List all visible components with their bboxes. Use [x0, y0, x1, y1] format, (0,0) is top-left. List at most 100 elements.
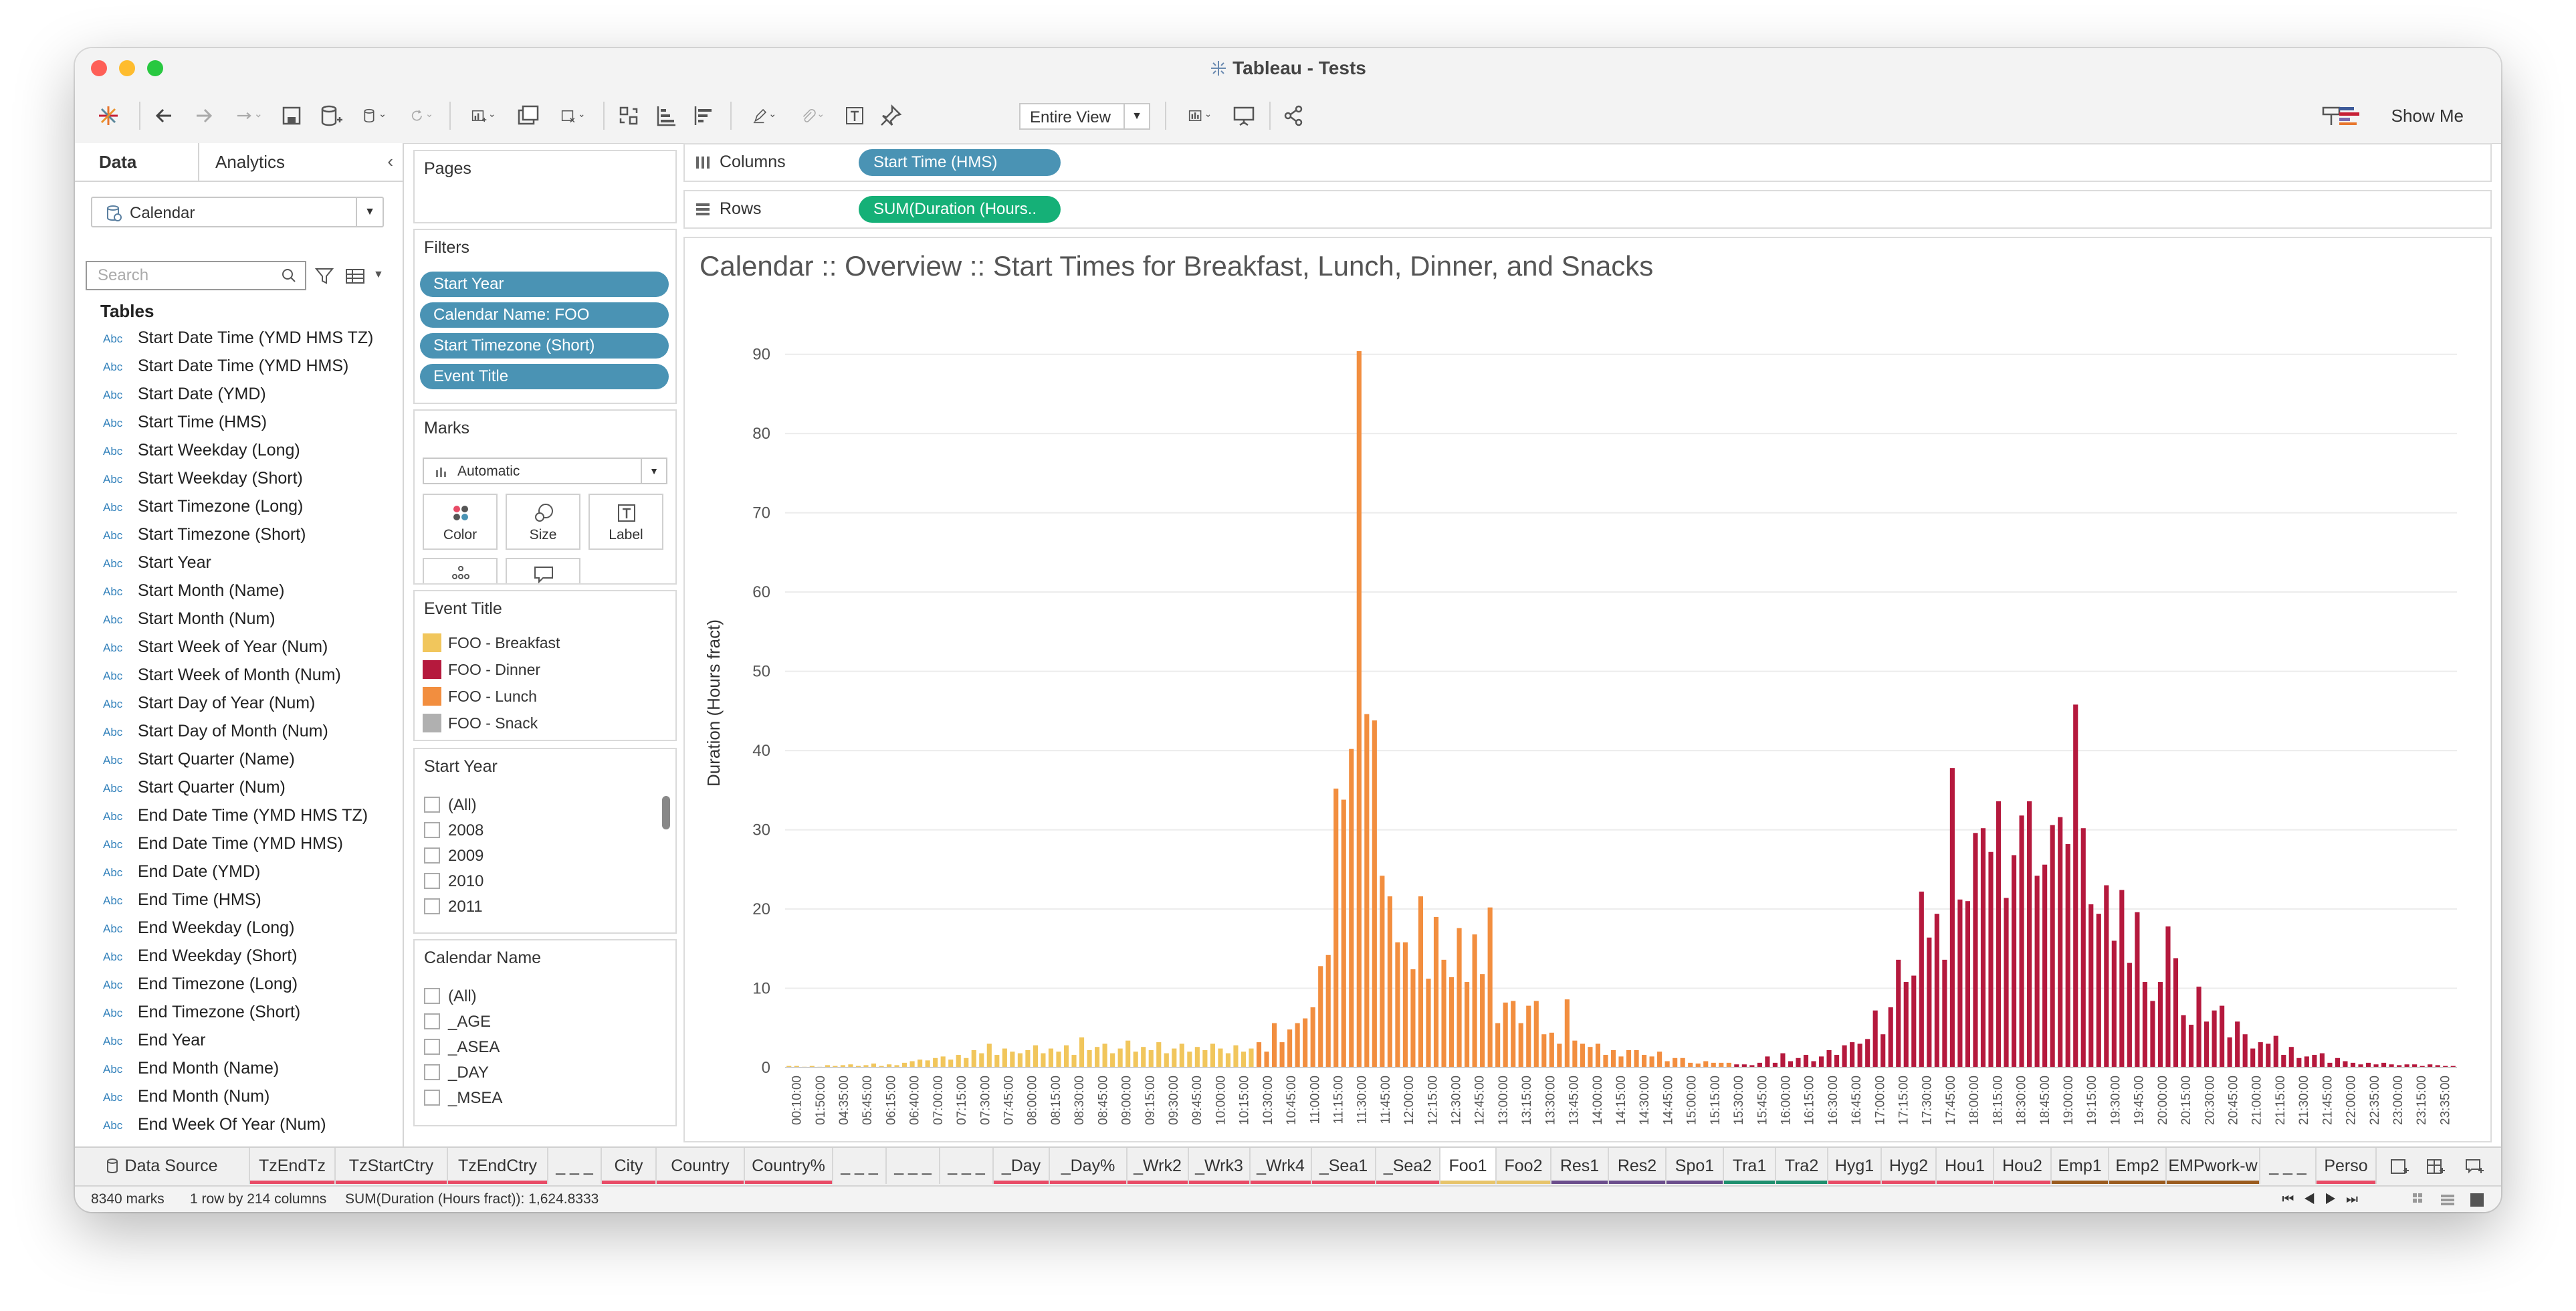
show-mark-labels-icon[interactable]	[840, 100, 869, 131]
field-item[interactable]: Abc End Time (HMS)	[75, 886, 403, 914]
sheet-tab[interactable]: Res2	[1609, 1148, 1667, 1184]
sheet-tab[interactable]: _ _ _	[887, 1148, 940, 1184]
legend-item[interactable]: FOO - Breakfast	[423, 631, 560, 654]
checkbox[interactable]	[424, 988, 440, 1004]
field-item[interactable]: Abc Start Time (HMS)	[75, 408, 403, 436]
sheet-tab[interactable]: Spo1	[1667, 1148, 1724, 1184]
share-icon[interactable]	[1279, 100, 1308, 131]
field-item[interactable]: Abc Start Day of Year (Num)	[75, 689, 403, 717]
sheet-tab[interactable]: _ _ _	[548, 1148, 602, 1184]
size-button[interactable]: Size	[506, 494, 580, 550]
tabs-view-icon[interactable]	[2469, 1192, 2485, 1208]
legend-item[interactable]: FOO - Lunch	[423, 685, 537, 708]
field-item[interactable]: Abc Start Date (YMD)	[75, 380, 403, 408]
chevron-down-icon[interactable]: ▼	[373, 269, 384, 280]
field-item[interactable]: Abc Start Date Time (YMD HMS TZ)	[75, 324, 403, 352]
field-item[interactable]: Abc Start Weekday (Short)	[75, 464, 403, 492]
clear-sheet-icon[interactable]	[551, 100, 595, 131]
detail-button[interactable]	[423, 558, 498, 583]
redo-icon[interactable]	[189, 100, 218, 131]
pause-updates-icon[interactable]	[354, 100, 395, 131]
field-item[interactable]: Abc End Timezone (Short)	[75, 998, 403, 1026]
field-item[interactable]: Abc Start Month (Name)	[75, 577, 403, 605]
show-me-button[interactable]: Show Me	[2391, 106, 2464, 126]
view-options-icon[interactable]	[345, 268, 365, 285]
sheet-tab[interactable]: _Wrk3	[1189, 1148, 1251, 1184]
field-item[interactable]: Abc End Date (YMD)	[75, 858, 403, 886]
filter-pill-start-timezone[interactable]: Start Timezone (Short)	[420, 333, 669, 359]
checkbox[interactable]	[424, 847, 440, 864]
pages-card[interactable]: Pages	[413, 150, 677, 223]
duplicate-sheet-icon[interactable]	[514, 100, 543, 131]
sheet-tab[interactable]: _ _ _	[833, 1148, 887, 1184]
filter-option[interactable]: 2009	[424, 845, 484, 867]
sheet-tab[interactable]: Perso	[2317, 1148, 2377, 1184]
tooltip-button[interactable]	[506, 558, 580, 583]
legend-item[interactable]: FOO - Snack	[423, 712, 538, 734]
undo-icon[interactable]	[150, 100, 179, 131]
sheet-tab[interactable]: TzEndCtry	[448, 1148, 548, 1184]
close-window-button[interactable]	[91, 60, 107, 76]
tableau-home-icon[interactable]	[94, 100, 123, 131]
sheet-tab[interactable]: _Day	[994, 1148, 1050, 1184]
sheet-nav-arrows-icon[interactable]: ⏮◀▶⏭	[2282, 1192, 2367, 1207]
filter-option[interactable]: (All)	[424, 986, 477, 1007]
field-item[interactable]: Abc Start Timezone (Long)	[75, 492, 403, 520]
sheet-tab[interactable]: Hyg2	[1882, 1148, 1937, 1184]
checkbox[interactable]	[424, 1064, 440, 1080]
pin-icon[interactable]	[876, 100, 905, 131]
new-worksheet-tab-icon[interactable]	[2390, 1157, 2410, 1176]
field-item[interactable]: Abc Start Week of Month (Num)	[75, 661, 403, 689]
filter-option[interactable]: 2011	[424, 896, 483, 918]
show-me-icon[interactable]	[2338, 106, 2361, 126]
tab-data[interactable]: Data	[99, 152, 137, 172]
sheet-tab[interactable]: Country	[657, 1148, 745, 1184]
sort-descending-icon[interactable]	[689, 100, 718, 131]
checkbox[interactable]	[424, 873, 440, 889]
swap-rows-columns-icon[interactable]	[614, 100, 643, 131]
sheet-tab[interactable]: _Wrk4	[1251, 1148, 1312, 1184]
field-search-input[interactable]: Search	[86, 261, 306, 290]
color-button[interactable]: Color	[423, 494, 498, 550]
highlight-icon[interactable]	[744, 100, 785, 131]
checkbox[interactable]	[424, 822, 440, 838]
field-item[interactable]: Abc Start Weekday (Long)	[75, 436, 403, 464]
field-item[interactable]: Abc Start Date Time (YMD HMS)	[75, 352, 403, 380]
columns-shelf[interactable]: Columns Start Time (HMS)	[683, 143, 2492, 182]
legend-item[interactable]: FOO - Dinner	[423, 658, 540, 681]
maximize-window-button[interactable]	[147, 60, 163, 76]
field-item[interactable]: Abc Start Quarter (Num)	[75, 773, 403, 801]
new-story-tab-icon[interactable]	[2465, 1157, 2485, 1176]
sheet-tab[interactable]: Hyg1	[1828, 1148, 1882, 1184]
field-item[interactable]: Abc End Weekday (Long)	[75, 914, 403, 942]
filter-option[interactable]: _AGE	[424, 1011, 491, 1033]
field-item[interactable]: Abc Start Month (Num)	[75, 605, 403, 633]
field-item[interactable]: Abc End Year	[75, 1026, 403, 1054]
filter-pill-start-year[interactable]: Start Year	[420, 272, 669, 297]
sheet-tab[interactable]: Tra1	[1724, 1148, 1776, 1184]
field-item[interactable]: Abc End Month (Num)	[75, 1082, 403, 1110]
field-item[interactable]: Abc End Date Time (YMD HMS TZ)	[75, 801, 403, 829]
sheet-tab[interactable]: _Wrk2	[1128, 1148, 1189, 1184]
checkbox[interactable]	[424, 1090, 440, 1106]
field-item[interactable]: Abc Start Week of Year (Num)	[75, 633, 403, 661]
collapse-pane-icon[interactable]: ‹	[387, 151, 393, 171]
sheet-tab[interactable]: Hou2	[1994, 1148, 2052, 1184]
forward-dropdown-icon[interactable]	[230, 100, 267, 131]
columns-pill-start-time[interactable]: Start Time (HMS)	[859, 149, 1061, 176]
new-datasource-icon[interactable]	[316, 100, 345, 131]
filter-icon[interactable]	[314, 266, 334, 286]
label-button[interactable]: Label	[588, 494, 663, 550]
sheet-tab[interactable]: _ _ _	[2260, 1148, 2317, 1184]
rows-shelf[interactable]: Rows SUM(Duration (Hours..	[683, 190, 2492, 229]
field-item[interactable]: Abc End Month (Name)	[75, 1054, 403, 1082]
field-item[interactable]: Abc End Date Time (YMD HMS)	[75, 829, 403, 858]
sort-ascending-icon[interactable]	[651, 100, 681, 131]
minimize-window-button[interactable]	[119, 60, 135, 76]
filter-option[interactable]: _ASEA	[424, 1037, 500, 1058]
checkbox[interactable]	[424, 1013, 440, 1029]
group-members-icon[interactable]	[792, 100, 833, 131]
sheet-tab[interactable]: Res1	[1551, 1148, 1609, 1184]
sheet-tab[interactable]: Emp2	[2109, 1148, 2167, 1184]
rows-pill-duration[interactable]: SUM(Duration (Hours..	[859, 196, 1061, 223]
